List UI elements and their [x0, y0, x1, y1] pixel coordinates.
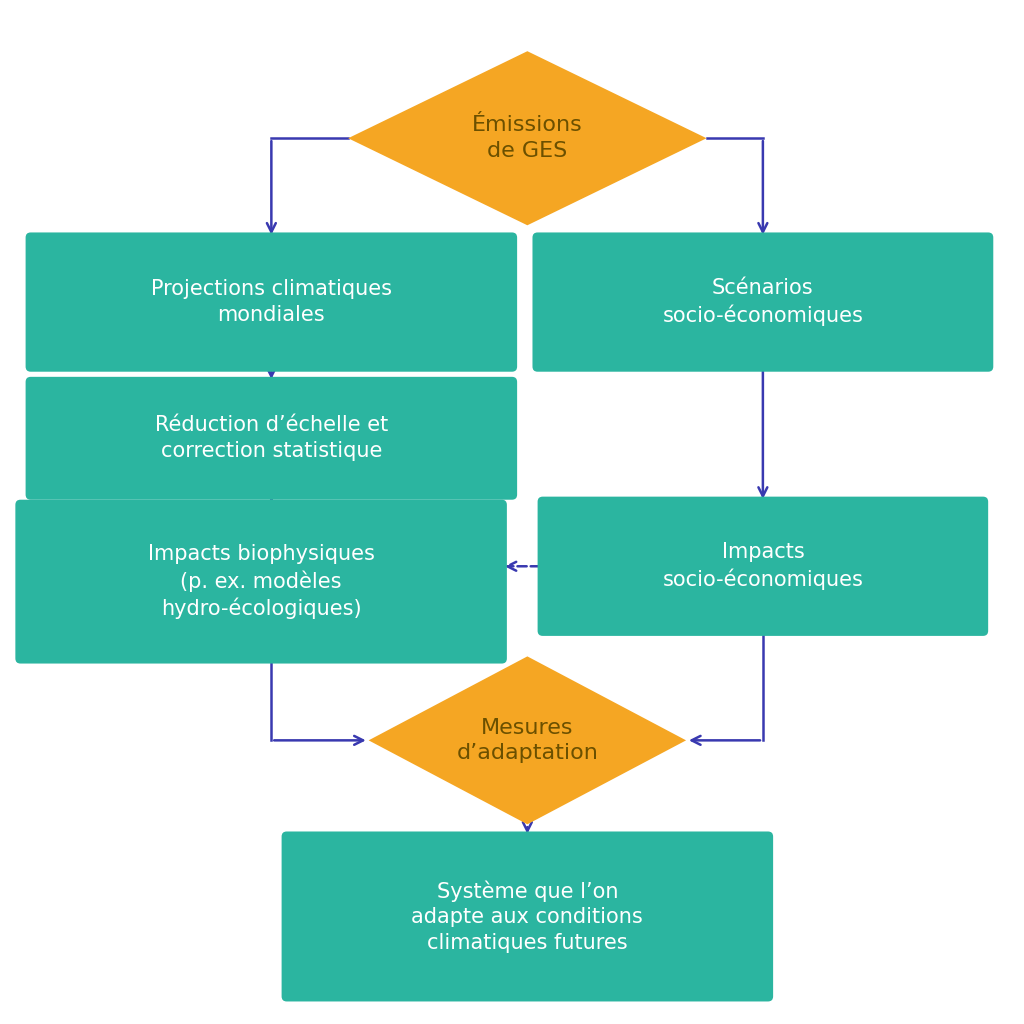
- Polygon shape: [369, 656, 686, 824]
- Text: Réduction d’échelle et
correction statistique: Réduction d’échelle et correction statis…: [155, 416, 388, 461]
- FancyBboxPatch shape: [26, 377, 517, 500]
- Text: Émissions
de GES: Émissions de GES: [472, 116, 583, 161]
- FancyBboxPatch shape: [532, 232, 993, 372]
- Text: Projections climatiques
mondiales: Projections climatiques mondiales: [151, 280, 392, 325]
- FancyBboxPatch shape: [538, 497, 988, 636]
- Text: Impacts biophysiques
(p. ex. modèles
hydro-écologiques): Impacts biophysiques (p. ex. modèles hyd…: [147, 544, 375, 620]
- Text: Impacts
socio-économiques: Impacts socio-économiques: [663, 543, 863, 590]
- FancyBboxPatch shape: [282, 831, 773, 1001]
- Text: Système que l’on
adapte aux conditions
climatiques futures: Système que l’on adapte aux conditions c…: [412, 881, 643, 952]
- Text: Scénarios
socio-économiques: Scénarios socio-économiques: [663, 279, 863, 326]
- Polygon shape: [348, 51, 707, 225]
- FancyBboxPatch shape: [15, 500, 507, 664]
- FancyBboxPatch shape: [26, 232, 517, 372]
- Text: Mesures
d’adaptation: Mesures d’adaptation: [457, 718, 598, 763]
